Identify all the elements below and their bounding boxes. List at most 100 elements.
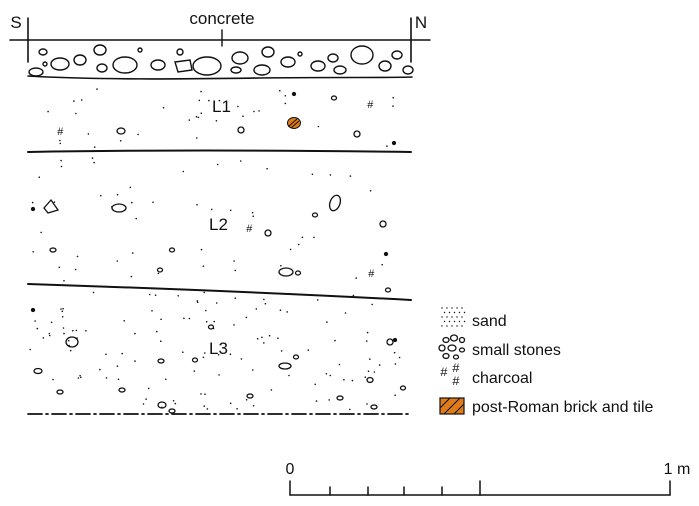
concrete-label: concrete [189,9,254,28]
sand-dot [229,209,232,212]
sand-dot [329,374,332,377]
sand-dot [188,317,191,320]
sand-symbol [441,307,466,327]
sand-dot [386,145,388,147]
sand-dot [371,303,373,306]
sand-dot [311,173,314,176]
sand-dot [233,324,235,326]
sand-dot [217,354,220,356]
sand-dot [147,387,150,390]
sand-dot [373,371,376,373]
sand-dot [87,133,90,135]
sand-dot [343,378,345,381]
sand-dot [200,248,203,251]
sand-dot [301,236,304,239]
sand-dot [234,297,237,300]
sand-dot [196,204,198,206]
sand-dot [42,337,45,339]
sand-dot [325,373,328,375]
sand-dot [96,88,98,90]
sand-dot [91,157,94,159]
layer-l3-inclusions [30,307,407,414]
sand-dot [196,301,199,304]
sand-dot [392,105,394,107]
charcoal-mark: # [246,224,253,236]
sand-dot [366,331,369,334]
sand-dot [245,316,248,319]
sand-dot [366,403,368,405]
sand-dot [266,167,268,170]
sand-dot [215,302,218,304]
sand-dot [80,99,83,101]
sand-dot [105,377,108,379]
sand-dot [220,343,222,346]
sand-dot [286,311,289,313]
sand-dot [456,307,458,309]
charcoal-mark: # [57,127,64,139]
svg-text:#: # [452,361,460,376]
sand-dot [289,248,292,251]
sand-dot [62,307,64,310]
sand-dot [156,330,158,333]
sand-dot [317,125,320,128]
sand-dot [245,399,248,401]
sand-dot [451,316,453,318]
sand-dot [59,139,61,142]
layer-l2-inclusions [30,194,392,293]
sand-dot [135,217,137,220]
sand-dot [240,358,243,360]
sand-dot [451,325,453,327]
sand-dot [145,398,147,400]
sand-dot [381,263,384,266]
sand-dot [61,316,64,318]
sand-dot [196,137,198,139]
sand-dot [394,363,397,365]
sand-dot [134,360,136,362]
sand-dot [68,344,70,347]
sand-dot [378,364,381,366]
sand-dot [451,307,453,309]
sand-dot [338,363,341,366]
brick-tile-symbol [439,397,465,415]
sand-dot [195,115,198,118]
charcoal-symbol: # # # [440,361,460,389]
sand-dot [151,310,153,312]
sand-dot [32,251,34,253]
sand-dot [252,405,255,407]
sand-dot [277,337,279,340]
sand-dot [31,201,34,204]
sand-dot [461,325,463,327]
sand-dot [212,327,215,330]
sand-dot [111,206,113,208]
sand-dot [441,325,443,327]
sand-dot [50,321,53,324]
concrete-stones [28,44,414,77]
sand-dot [242,115,244,117]
sand-dot [196,300,199,302]
legend-label-sand: sand [472,313,507,330]
legend-label-small-stones: small stones [472,342,561,359]
sand-dot [218,99,221,102]
sand-dot [202,265,205,268]
sand-dot [446,325,448,327]
sand-dot [280,350,283,352]
sand-dot [463,320,466,323]
sand-dot [461,316,463,318]
sand-dot [93,161,95,164]
sand-dot [165,378,167,381]
sand-dot [117,378,120,381]
sand-dot [264,302,267,305]
layer-label-l1: L1 [212,97,231,116]
sand-dot [443,320,446,323]
sand-dot [284,102,287,105]
sand-dot [161,406,163,409]
sand-dot [80,376,82,379]
sand-dot [314,383,317,386]
sand-dot [441,316,443,318]
sand-dot [316,299,319,301]
sand-dot [229,353,232,356]
sand-dot [60,308,62,310]
sand-dot [458,320,461,323]
scale-end-label: 1 m [664,461,691,478]
sand-dot [229,402,232,405]
